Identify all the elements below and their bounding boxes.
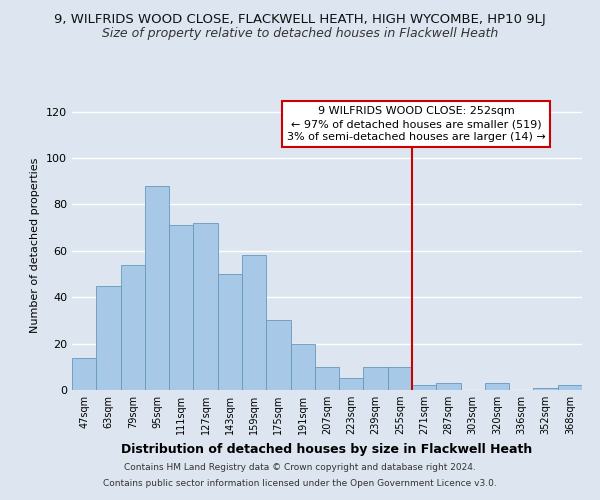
Bar: [315, 367, 339, 390]
Bar: [96, 286, 121, 390]
Bar: [485, 383, 509, 390]
Bar: [218, 274, 242, 390]
Bar: [193, 223, 218, 390]
Bar: [339, 378, 364, 390]
Bar: [364, 367, 388, 390]
Bar: [121, 264, 145, 390]
Bar: [242, 256, 266, 390]
Bar: [290, 344, 315, 390]
Bar: [558, 386, 582, 390]
Bar: [266, 320, 290, 390]
Text: Contains HM Land Registry data © Crown copyright and database right 2024.: Contains HM Land Registry data © Crown c…: [124, 464, 476, 472]
Bar: [436, 383, 461, 390]
X-axis label: Distribution of detached houses by size in Flackwell Heath: Distribution of detached houses by size …: [121, 442, 533, 456]
Text: 9 WILFRIDS WOOD CLOSE: 252sqm
← 97% of detached houses are smaller (519)
3% of s: 9 WILFRIDS WOOD CLOSE: 252sqm ← 97% of d…: [287, 106, 545, 142]
Bar: [533, 388, 558, 390]
Text: Contains public sector information licensed under the Open Government Licence v3: Contains public sector information licen…: [103, 478, 497, 488]
Text: Size of property relative to detached houses in Flackwell Heath: Size of property relative to detached ho…: [102, 28, 498, 40]
Y-axis label: Number of detached properties: Number of detached properties: [31, 158, 40, 332]
Bar: [412, 386, 436, 390]
Bar: [388, 367, 412, 390]
Bar: [72, 358, 96, 390]
Bar: [169, 226, 193, 390]
Bar: [145, 186, 169, 390]
Text: 9, WILFRIDS WOOD CLOSE, FLACKWELL HEATH, HIGH WYCOMBE, HP10 9LJ: 9, WILFRIDS WOOD CLOSE, FLACKWELL HEATH,…: [54, 12, 546, 26]
